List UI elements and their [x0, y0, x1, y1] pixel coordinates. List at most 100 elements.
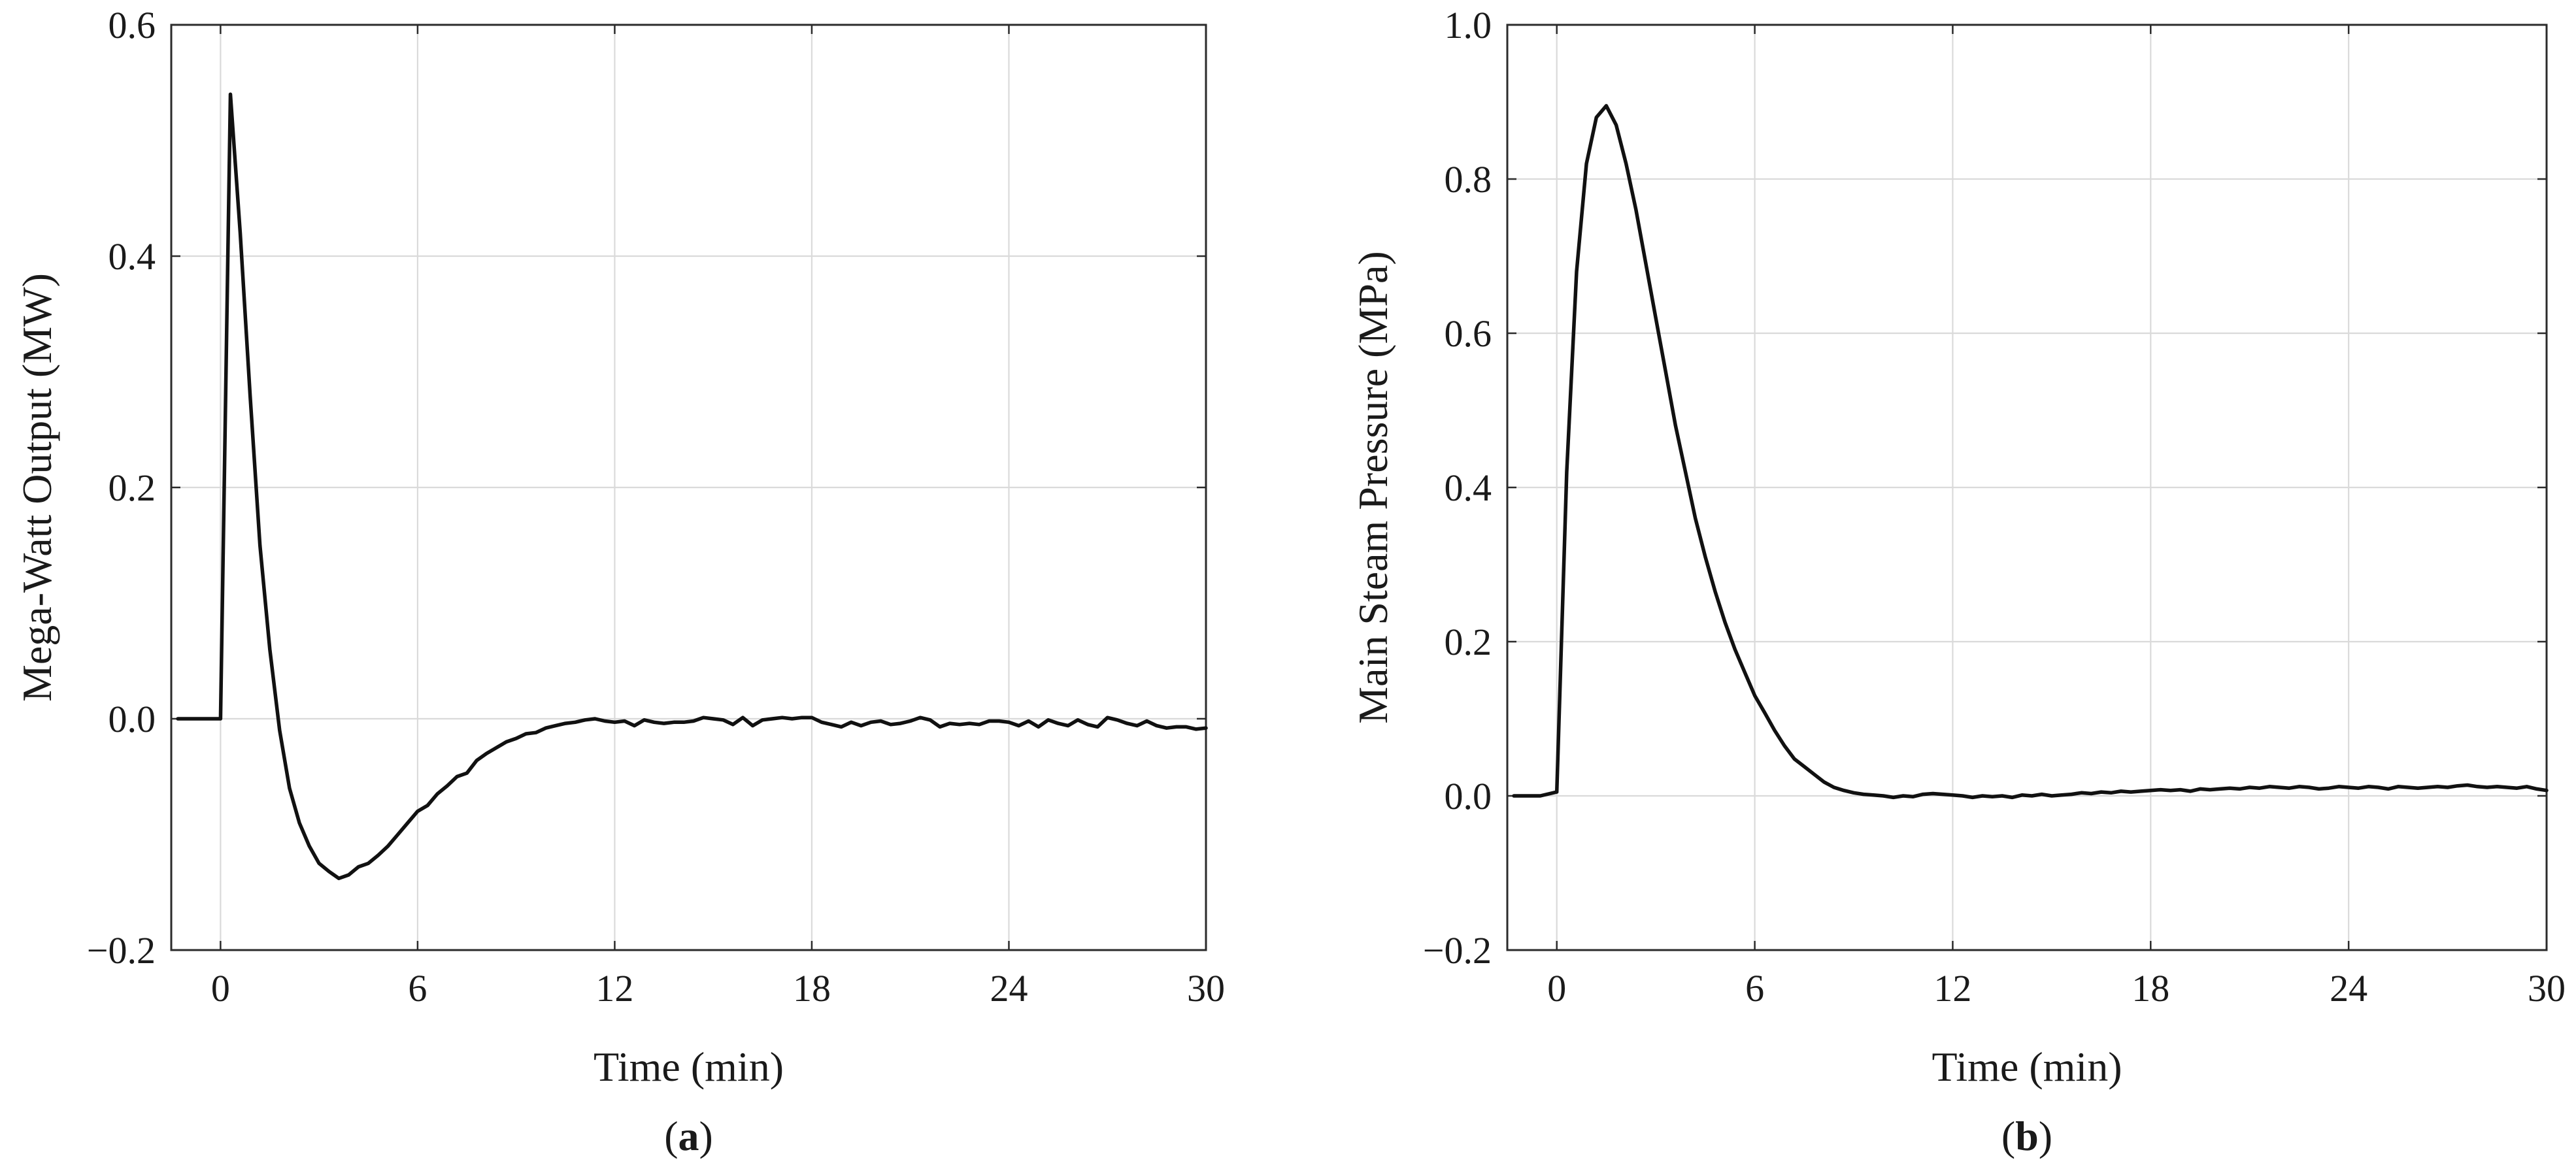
- data-point-a: [475, 759, 478, 763]
- y-tick-label-a: 0.2: [109, 467, 156, 509]
- data-point-b: [2089, 792, 2093, 796]
- data-point-b: [2060, 793, 2064, 797]
- data-point-a: [879, 719, 883, 723]
- data-point-a: [948, 721, 952, 725]
- data-point-b: [2099, 790, 2103, 794]
- data-point-b: [2218, 787, 2222, 791]
- data-point-a: [751, 724, 755, 728]
- y-tick-label-b: 0.8: [1445, 158, 1492, 201]
- y-tick-label-b: 0.4: [1445, 467, 1492, 509]
- data-point-b: [1892, 795, 1896, 799]
- data-point-a: [829, 723, 833, 727]
- data-point-b: [2396, 785, 2400, 789]
- data-point-b: [2337, 785, 2341, 789]
- data-point-a: [987, 719, 991, 723]
- data-point-b: [1733, 648, 1737, 651]
- data-point-a: [682, 720, 686, 724]
- data-point-b: [1555, 790, 1559, 794]
- data-point-a: [356, 865, 360, 869]
- data-point-b: [1981, 794, 1984, 798]
- data-point-a: [662, 721, 666, 725]
- ticks-a: [171, 24, 1207, 951]
- data-point-b: [2020, 793, 2024, 797]
- data-point-b: [2347, 785, 2350, 789]
- data-point-b: [1842, 789, 1846, 793]
- data-point-b: [2129, 790, 2133, 794]
- data-point-b: [2515, 786, 2519, 790]
- data-point-a: [1096, 725, 1099, 729]
- data-point-a: [977, 723, 981, 727]
- data-point-b: [1753, 694, 1757, 698]
- data-point-b: [2179, 788, 2183, 792]
- data-point-a: [1086, 723, 1090, 727]
- data-point-b: [2545, 789, 2549, 793]
- data-point-a: [928, 718, 932, 722]
- data-point-b: [2356, 786, 2360, 790]
- data-point-a: [859, 724, 863, 728]
- data-point-b: [1624, 161, 1628, 165]
- y-tick-label-b: 0.2: [1445, 621, 1492, 663]
- data-point-a: [909, 719, 912, 723]
- gridlines-a: [171, 24, 1207, 951]
- tick-labels-b: 0 6 12 18 24 30 −0.2 0.0 0.2 0.4 0.6 0.8 1.0: [1423, 4, 2566, 1010]
- data-point-b: [1862, 793, 1865, 797]
- data-point-b: [2377, 785, 2381, 789]
- data-point-a: [889, 723, 893, 727]
- gridlines-b: [1507, 24, 2548, 951]
- data-point-a: [701, 715, 705, 719]
- data-point-a: [761, 718, 765, 722]
- data-point-a: [202, 717, 206, 721]
- panel-caption-a: (a): [664, 1113, 713, 1159]
- y-tick-label-b: −0.2: [1423, 929, 1492, 972]
- data-points-a: [176, 92, 1208, 880]
- data-point-a: [1105, 715, 1109, 719]
- data-point-a: [229, 92, 233, 96]
- data-point-a: [1204, 726, 1208, 730]
- data-point-b: [2010, 795, 2014, 799]
- data-point-a: [623, 719, 627, 723]
- data-point-b: [1763, 711, 1767, 715]
- data-point-a: [633, 724, 637, 728]
- data-point-a: [484, 751, 488, 755]
- data-point-b: [2485, 785, 2489, 789]
- data-point-a: [958, 723, 962, 727]
- y-tick-label-a: −0.2: [87, 929, 156, 972]
- data-point-a: [426, 804, 429, 808]
- data-point-a: [967, 721, 971, 725]
- data-point-b: [1881, 794, 1885, 798]
- data-point-b: [2456, 784, 2460, 788]
- data-point-b: [2139, 789, 2143, 793]
- data-point-a: [652, 720, 656, 724]
- data-point-a: [317, 861, 321, 865]
- data-point-a: [176, 717, 180, 721]
- data-point-b: [2505, 785, 2509, 789]
- data-point-b: [1931, 792, 1935, 796]
- data-point-a: [563, 721, 567, 725]
- data-point-b: [2495, 785, 2499, 789]
- data-point-b: [2119, 789, 2123, 793]
- data-point-b: [1604, 104, 1608, 108]
- x-tick-label-b: 6: [1745, 967, 1764, 1010]
- panel-caption-b: (b): [2001, 1113, 2052, 1159]
- data-point-b: [2258, 786, 2262, 790]
- data-point-b: [2535, 787, 2539, 791]
- x-tick-label-a: 24: [990, 967, 1028, 1010]
- data-point-a: [612, 720, 616, 724]
- data-point-a: [376, 853, 380, 857]
- data-point-b: [2406, 785, 2410, 789]
- data-point-b: [2248, 785, 2252, 789]
- data-point-a: [1194, 727, 1198, 731]
- data-point-b: [1782, 744, 1786, 748]
- data-point-a: [386, 844, 390, 848]
- data-point-a: [1145, 719, 1149, 723]
- data-point-b: [2188, 789, 2192, 793]
- data-point-a: [1125, 721, 1129, 725]
- y-tick-label-b: 0.6: [1445, 312, 1492, 355]
- x-tick-label-b: 24: [2330, 967, 2367, 1010]
- data-point-b: [2040, 793, 2044, 797]
- data-point-a: [771, 717, 775, 721]
- data-point-b: [2000, 794, 2004, 798]
- data-point-b: [1911, 795, 1915, 798]
- data-point-a: [810, 715, 814, 719]
- data-point-a: [307, 844, 311, 848]
